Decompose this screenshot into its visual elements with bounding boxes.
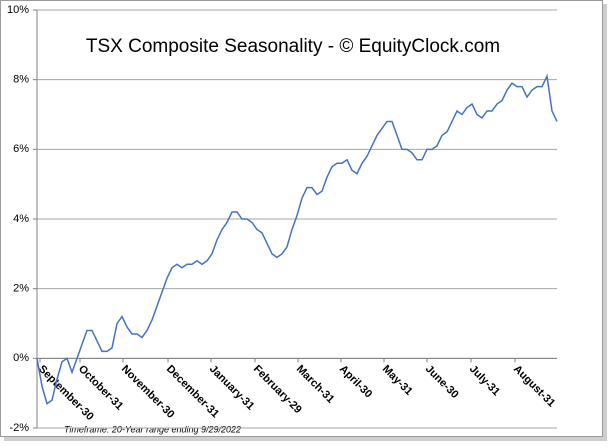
y-tick-label: 10%	[7, 4, 29, 16]
y-tick-label: -2%	[9, 422, 29, 434]
y-tick-label: 4%	[13, 213, 29, 225]
y-tick-label: 8%	[13, 74, 29, 86]
y-tick-label: 6%	[13, 143, 29, 155]
y-tick-label: 0%	[13, 352, 29, 364]
y-tick-label: 2%	[13, 283, 29, 295]
line	[36, 73, 558, 405]
chart-title: TSX Composite Seasonality - © EquityCloc…	[86, 36, 500, 57]
footnote: Timeframe: 20-Year range ending 9/29/202…	[64, 424, 241, 434]
